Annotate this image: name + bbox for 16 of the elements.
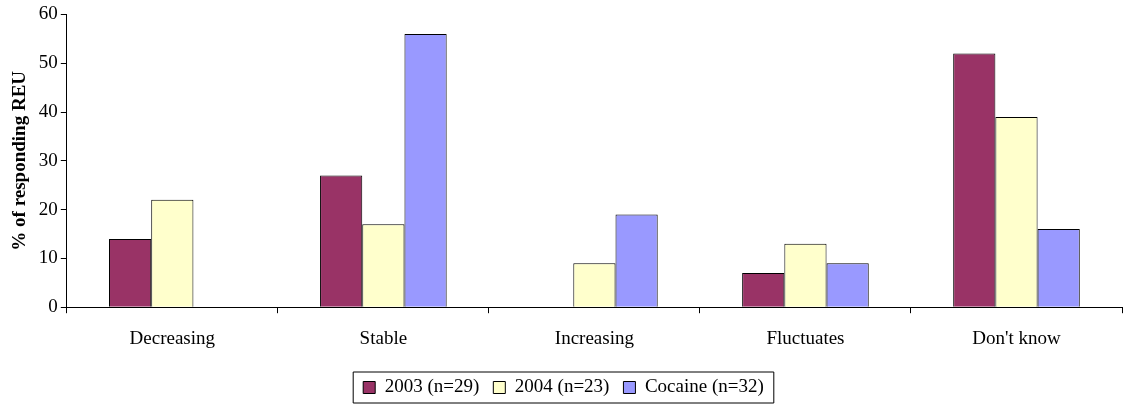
x-tick-label: Stable (359, 326, 408, 348)
legend-label: 2004 (n=23) (514, 375, 610, 398)
y-tick-label: 50 (38, 51, 58, 73)
x-tick-label: Increasing (554, 326, 635, 348)
legend-label: Cocaine (n=32) (644, 375, 764, 398)
x-tick-label: Don't know (972, 326, 1061, 348)
x-tick-label: Fluctuates (766, 326, 845, 348)
y-tick-label: 40 (38, 99, 58, 121)
y-tick-label: 20 (38, 197, 58, 219)
y-tick-label: 30 (38, 148, 58, 170)
y-tick-label: 10 (38, 246, 58, 268)
y-tick-label: 60 (38, 2, 58, 24)
y-tick-label: 0 (48, 295, 58, 317)
x-tick-label: Decreasing (129, 326, 216, 348)
legend-label: 2003 (n=29) (384, 375, 480, 398)
y-axis-title: % of responding REU (8, 70, 30, 251)
